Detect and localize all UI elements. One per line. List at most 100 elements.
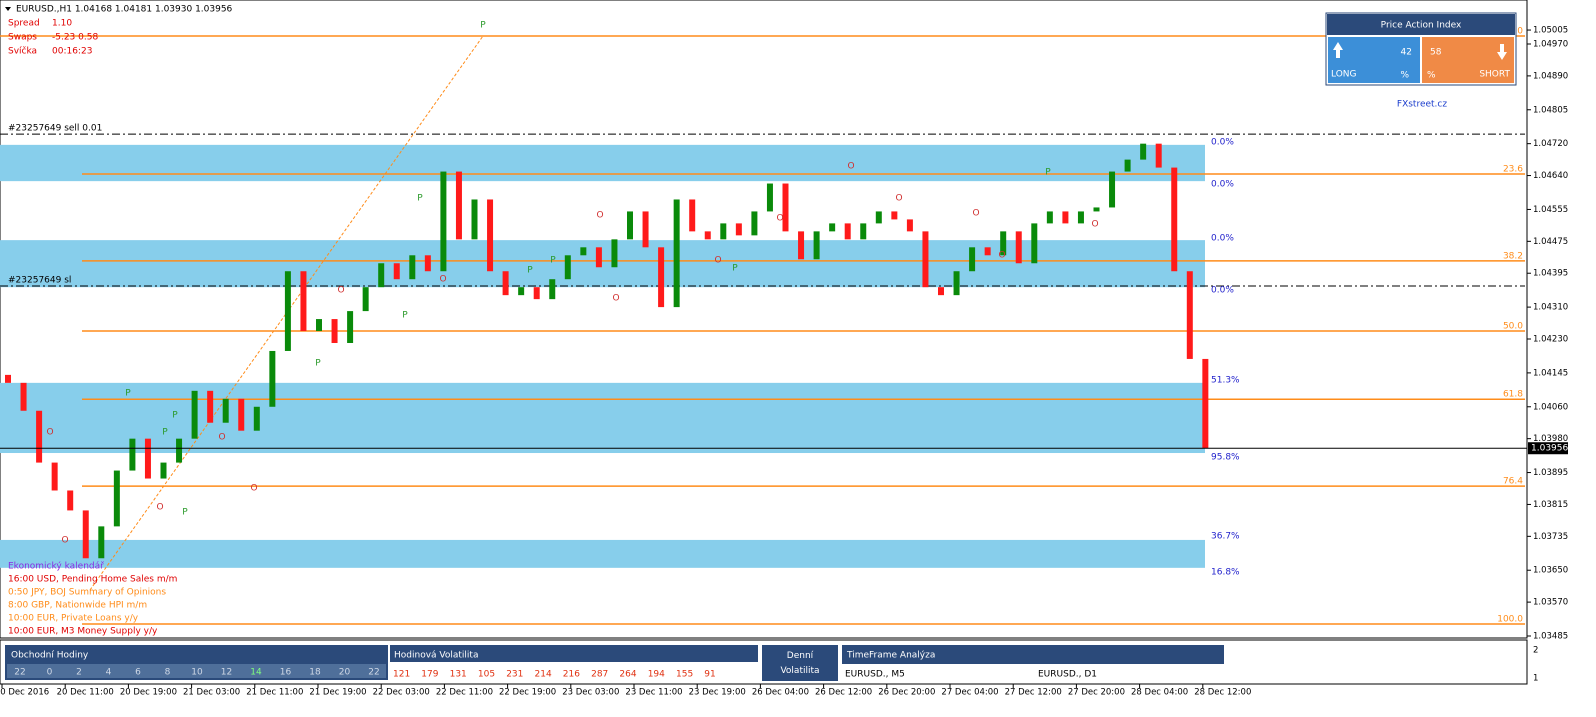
signal-marker: P — [732, 264, 738, 274]
signal-marker: P — [315, 359, 321, 369]
x-tick-label: 20 Dec 11:00 — [57, 688, 114, 698]
candle — [751, 211, 758, 236]
symbol-info: EURUSD.,H1 1.04168 1.04181 1.03930 1.039… — [16, 5, 233, 15]
x-tick-label: 21 Dec 03:00 — [183, 688, 240, 698]
candle — [720, 223, 727, 240]
candle — [424, 255, 431, 272]
vol-panel — [390, 645, 758, 662]
y-tick-label: 1.04310 — [1533, 303, 1568, 313]
candle — [689, 199, 696, 232]
pai-pct: % — [1400, 71, 1409, 81]
fib-label: 50.0 — [1503, 322, 1523, 332]
x-tick-label: 26 Dec 20:00 — [878, 688, 935, 698]
candle — [549, 279, 556, 300]
candle — [1171, 167, 1178, 272]
fib-label: 61.8 — [1503, 390, 1523, 400]
info-value: 1.10 — [52, 19, 72, 29]
candle — [642, 211, 649, 248]
candle — [1062, 211, 1069, 224]
daily-panel — [762, 645, 838, 681]
candle — [144, 438, 151, 479]
x-tick-label: 22 Dec 03:00 — [373, 688, 430, 698]
hour-label: 20 — [339, 668, 351, 678]
pai-long-label: LONG — [1331, 70, 1357, 80]
signal-marker: O — [61, 536, 68, 546]
vol-value: 131 — [450, 670, 467, 680]
candle — [969, 247, 976, 272]
order-label: #23257649 sell 0.01 — [8, 124, 102, 134]
vol-value: 231 — [506, 670, 523, 680]
x-tick-label: 27 Dec 20:00 — [1068, 688, 1125, 698]
calendar-item: 0:50 JPY, BOJ Summary of Opinions — [8, 588, 166, 598]
order-label: #23257649 sl — [8, 275, 71, 285]
signal-marker: P — [125, 389, 131, 399]
y-tick-label: 1.04145 — [1533, 368, 1568, 378]
candle — [906, 219, 913, 232]
pai-short — [1422, 37, 1514, 83]
hour-label: 22 — [14, 668, 25, 678]
y-tick-label: 1.04720 — [1533, 139, 1568, 149]
x-tick-label: 26 Dec 12:00 — [815, 688, 872, 698]
y-tick-label: 1.04555 — [1533, 205, 1568, 215]
pct-label: 51.3% — [1211, 376, 1240, 386]
fib-label: 38.2 — [1503, 251, 1523, 261]
y-tick-label: 1.03980 — [1533, 434, 1568, 444]
x-tick-label: 21 Dec 19:00 — [309, 688, 366, 698]
candle — [82, 510, 89, 559]
candle — [67, 490, 74, 511]
signal-marker: O — [714, 256, 721, 266]
candle — [938, 287, 944, 296]
y-tick-label: 1.03485 — [1533, 632, 1568, 642]
vol-value: 155 — [676, 670, 693, 680]
sub-tick-label: 2 — [1533, 646, 1538, 656]
hour-label: 0 — [47, 668, 53, 678]
pct-label: 0.0% — [1211, 286, 1234, 296]
y-tick-label: 1.04640 — [1533, 171, 1568, 181]
signal-marker: P — [172, 411, 178, 421]
pai-short-val: 58 — [1430, 48, 1442, 58]
calendar-title: Ekonomický kalendář — [8, 562, 104, 572]
candle — [51, 462, 58, 491]
tf-panel — [842, 645, 1224, 664]
candle — [813, 231, 820, 260]
candle — [1186, 271, 1193, 359]
signal-marker: O — [46, 428, 53, 438]
candle — [580, 247, 587, 256]
candle — [1140, 143, 1147, 160]
up-arrow — [1333, 42, 1343, 58]
signal-marker: O — [596, 211, 603, 221]
tf-item: EURUSD., M5 — [845, 670, 905, 680]
zone — [0, 144, 1205, 182]
fib-label: 23.6 — [1503, 164, 1523, 174]
signal-marker: O — [218, 433, 225, 443]
fib-label: 76.4 — [1503, 477, 1523, 487]
vol-value: 179 — [421, 670, 438, 680]
candle — [378, 263, 385, 288]
candle — [1155, 143, 1162, 168]
y-tick-label: 1.03895 — [1533, 468, 1568, 478]
vol-value: 214 — [535, 670, 552, 680]
vol-value: 287 — [591, 670, 608, 680]
hour-label: 14 — [250, 668, 262, 678]
vol-value: 216 — [563, 670, 580, 680]
candle — [564, 255, 571, 280]
price-box — [1528, 442, 1568, 455]
hour-label: 6 — [135, 668, 141, 678]
signal-marker: O — [998, 251, 1005, 261]
candle — [300, 271, 307, 332]
candle — [533, 287, 540, 300]
y-tick-label: 1.04395 — [1533, 269, 1568, 279]
candle — [487, 199, 494, 272]
candle — [471, 199, 478, 240]
fib-trend — [89, 35, 484, 591]
signal-marker: O — [439, 275, 446, 285]
calendar-item: 16:00 USD, Pending Home Sales m/m — [8, 575, 177, 585]
candle — [316, 319, 322, 332]
candle — [5, 374, 11, 383]
chart-frame — [0, 0, 1528, 639]
candle — [1000, 231, 1007, 256]
signal-marker: P — [402, 311, 408, 321]
hour-label: 22 — [368, 668, 379, 678]
signal-marker: O — [776, 214, 783, 224]
